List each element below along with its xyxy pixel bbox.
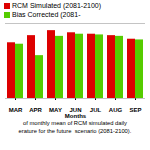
html-text:of monthly mean of RCM simulat: of monthly mean of RCM simulated daily [23, 120, 127, 126]
svg-text:AUG: AUG [109, 107, 123, 113]
svg-text:SEP: SEP [129, 107, 141, 113]
svg-text:JUL: JUL [90, 107, 102, 113]
svg-text:APR: APR [29, 107, 42, 113]
html-text:erature for the future scenari: erature for the future scenario (2081-21… [18, 127, 132, 134]
svg-text:MAY: MAY [49, 107, 62, 113]
html-text:RCM Simulated (2081-2100): RCM Simulated (2081-2100) [12, 2, 102, 9]
svg-text:Months: Months [65, 113, 87, 119]
svg-text:JUN: JUN [69, 106, 82, 113]
svg-text:MAR: MAR [9, 107, 23, 113]
html-text:Bias Corrected (2081-: Bias Corrected (2081- [12, 11, 81, 18]
